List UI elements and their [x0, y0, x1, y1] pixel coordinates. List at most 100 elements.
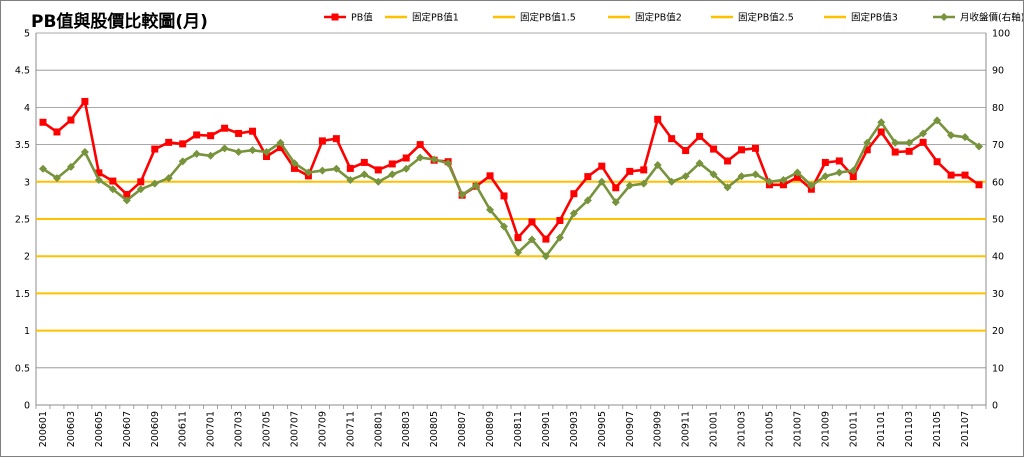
price-point	[234, 148, 243, 157]
pb-point	[863, 146, 871, 154]
y-right-tick-label: 90	[992, 66, 1004, 77]
x-tick-label: 200611	[178, 411, 189, 447]
pb-point	[556, 216, 564, 224]
pb-point	[793, 173, 801, 181]
x-tick-label: 201107	[960, 411, 971, 447]
y-right-tick-label: 50	[992, 215, 1004, 226]
price-point	[122, 196, 131, 205]
pb-point	[360, 158, 368, 166]
pb-point	[961, 171, 969, 179]
price-point	[947, 131, 956, 140]
price-point	[38, 164, 47, 173]
pb-point	[751, 144, 759, 152]
pb-point	[346, 164, 354, 172]
legend-marker	[331, 13, 339, 21]
price-point	[192, 149, 201, 158]
price-point	[360, 170, 369, 179]
pb-point	[53, 128, 61, 136]
price-point	[667, 177, 676, 186]
pb-point	[500, 192, 508, 200]
price-point	[681, 172, 690, 181]
price-point	[779, 175, 788, 184]
y-left-tick-label: 3.5	[15, 140, 30, 151]
x-tick-label: 200801	[373, 411, 384, 447]
y-left-tick-label: 4	[24, 103, 30, 114]
price-point	[807, 181, 816, 190]
price-point	[206, 151, 215, 160]
pb-point	[849, 173, 857, 181]
pb-point	[95, 169, 103, 177]
pb-point	[165, 138, 173, 146]
price-point	[653, 161, 662, 170]
x-tick-label: 200601	[38, 411, 49, 447]
price-point	[975, 142, 984, 151]
y-right-tick-label: 20	[992, 326, 1004, 337]
pb-point	[514, 234, 522, 242]
x-tick-label: 200903	[569, 411, 580, 447]
y-right-tick-label: 0	[992, 401, 998, 412]
x-tick-label: 200603	[66, 411, 77, 447]
price-point	[374, 177, 383, 186]
x-tick-label: 200911	[681, 411, 692, 447]
price-point	[220, 144, 229, 153]
pb-point	[626, 167, 634, 175]
price-point	[150, 179, 159, 188]
price-point	[388, 170, 397, 179]
x-tick-label: 200607	[122, 411, 133, 447]
price-point	[527, 235, 536, 244]
plot-area: 00.511.522.533.544.550102030405060708090…	[15, 29, 1010, 448]
price-point	[877, 118, 886, 127]
x-tick-label: 200909	[653, 411, 664, 447]
x-tick-label: 201007	[792, 411, 803, 447]
price-point	[458, 190, 467, 199]
price-point	[178, 157, 187, 166]
y-left-tick-label: 1	[24, 326, 30, 337]
y-right-tick-label: 70	[992, 140, 1004, 151]
price-point	[709, 170, 718, 179]
price-point	[625, 181, 634, 190]
y-left-tick-label: 1.5	[15, 289, 30, 300]
pb-point	[542, 235, 550, 243]
pb-point	[682, 147, 690, 155]
y-right-tick-label: 30	[992, 289, 1004, 300]
pb-point	[402, 154, 410, 162]
y-left-tick-label: 5	[24, 29, 30, 40]
price-point	[933, 116, 942, 125]
price-point	[80, 148, 89, 157]
pb-point	[640, 166, 648, 174]
price-point	[94, 175, 103, 184]
pb-point	[891, 148, 899, 156]
x-tick-label: 200809	[485, 411, 496, 447]
x-tick-label: 200701	[206, 411, 217, 447]
price-point	[849, 166, 858, 175]
price-point	[52, 174, 61, 183]
pb-point	[654, 115, 662, 123]
pb-point	[235, 129, 243, 137]
pb-point	[123, 190, 131, 198]
pb-point	[835, 157, 843, 165]
x-tick-label: 200605	[94, 411, 105, 447]
price-point	[821, 172, 830, 181]
chart-title: PB值與股價比較圖(月)	[31, 11, 208, 32]
price-point	[513, 248, 522, 257]
x-tick-label: 200901	[541, 411, 552, 447]
pb-point	[612, 184, 620, 192]
pb-point	[779, 181, 787, 189]
price-point	[500, 222, 509, 231]
price-point	[318, 166, 327, 175]
pb-point	[975, 181, 983, 189]
price-point	[919, 129, 928, 138]
pb-point	[919, 138, 927, 146]
y-left-tick-label: 0.5	[15, 363, 30, 374]
price-point	[737, 172, 746, 181]
x-tick-label: 200703	[234, 411, 245, 447]
price-point	[765, 177, 774, 186]
x-tick-label: 200707	[289, 411, 300, 447]
pb-point	[710, 145, 718, 153]
x-tick-label: 201101	[876, 411, 887, 447]
pb-point	[584, 173, 592, 181]
pb-point	[318, 137, 326, 145]
x-tick-label: 201103	[904, 411, 915, 447]
